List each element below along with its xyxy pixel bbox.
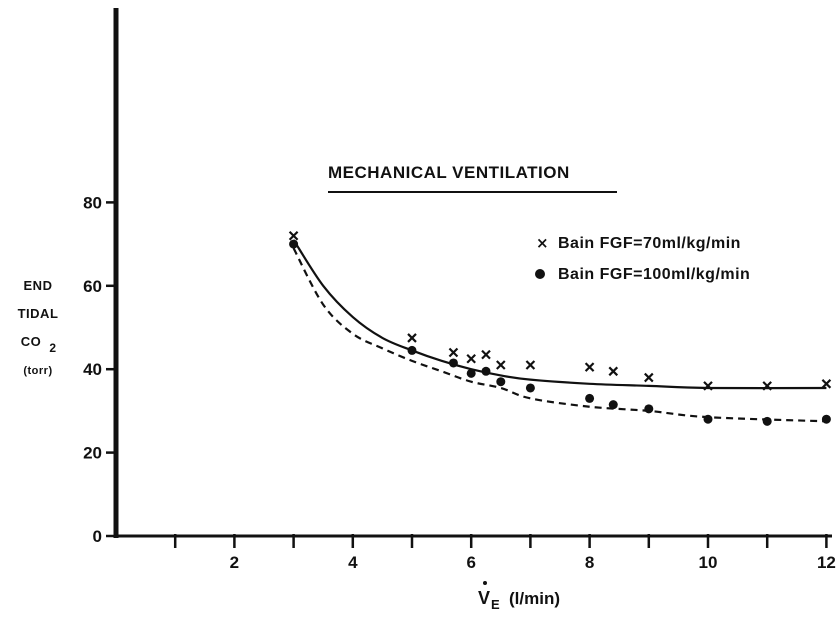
xlabel-main: V (478, 588, 490, 608)
point-dot-marker (525, 383, 535, 393)
point-dot-marker (496, 377, 506, 387)
ticks-layer: 2 4 6 8 10 12 0 20 40 60 80 (83, 193, 836, 572)
point-dot-marker (644, 404, 654, 414)
y-tick-label: 40 (83, 360, 102, 379)
legend-label-series-2: Bain FGF=100ml/kg/min (558, 266, 750, 283)
point-x-marker (496, 360, 506, 370)
point-dot-marker (448, 358, 458, 368)
y-tick-label: 20 (83, 444, 102, 463)
point-x-marker (703, 381, 713, 391)
x-tick-label: 4 (348, 553, 358, 572)
legend: × Bain FGF=70ml/kg/min Bain FGF=100ml/kg… (535, 234, 750, 283)
ylabel-subscript: 2 (49, 341, 56, 355)
point-dot-marker (585, 393, 595, 403)
point-x-marker (644, 372, 654, 383)
fit-line-series-2 (292, 247, 827, 423)
legend-marker-dot (535, 269, 545, 279)
x-tick-label: 8 (585, 553, 594, 572)
point-dot-marker (481, 366, 491, 376)
point-x-marker (608, 366, 619, 377)
point-x-marker (584, 362, 595, 372)
point-dot-marker (608, 400, 618, 410)
point-dot-marker (703, 414, 713, 424)
fit-line-series-1 (292, 239, 827, 390)
y-tick-label: 80 (83, 193, 102, 212)
point-x-marker (407, 333, 417, 343)
ylabel-line-2: TIDAL (18, 306, 59, 321)
ylabel-line-1: END (24, 278, 53, 293)
x-tick-label: 10 (699, 553, 718, 572)
point-x-marker (466, 353, 476, 364)
points-layer (288, 230, 832, 426)
point-x-marker (481, 349, 491, 360)
xlabel-dot (483, 581, 487, 585)
point-x-marker (288, 230, 299, 241)
xlabel-sub: E (491, 597, 500, 612)
point-dot-marker (289, 239, 299, 249)
point-x-marker (448, 347, 459, 358)
point-dot-marker (466, 368, 476, 378)
point-dot-marker (821, 414, 831, 424)
point-x-marker (525, 360, 536, 370)
point-x-marker (762, 381, 772, 391)
legend-marker-x: × (536, 234, 549, 252)
y-tick-label: 0 (93, 527, 102, 546)
point-x-marker (821, 379, 832, 389)
ylabel-line-3: CO (21, 334, 42, 349)
legend-label-series-1: Bain FGF=70ml/kg/min (558, 235, 741, 252)
chart-title: MECHANICAL VENTILATION (328, 163, 570, 182)
point-dot-marker (407, 345, 417, 355)
x-tick-label: 12 (817, 553, 836, 572)
y-tick-label: 60 (83, 277, 102, 296)
x-tick-label: 6 (466, 553, 475, 572)
x-tick-label: 2 (230, 553, 239, 572)
ylabel-line-4: (torr) (23, 365, 52, 377)
point-dot-marker (762, 416, 772, 426)
xlabel-unit: (l/min) (509, 589, 560, 608)
